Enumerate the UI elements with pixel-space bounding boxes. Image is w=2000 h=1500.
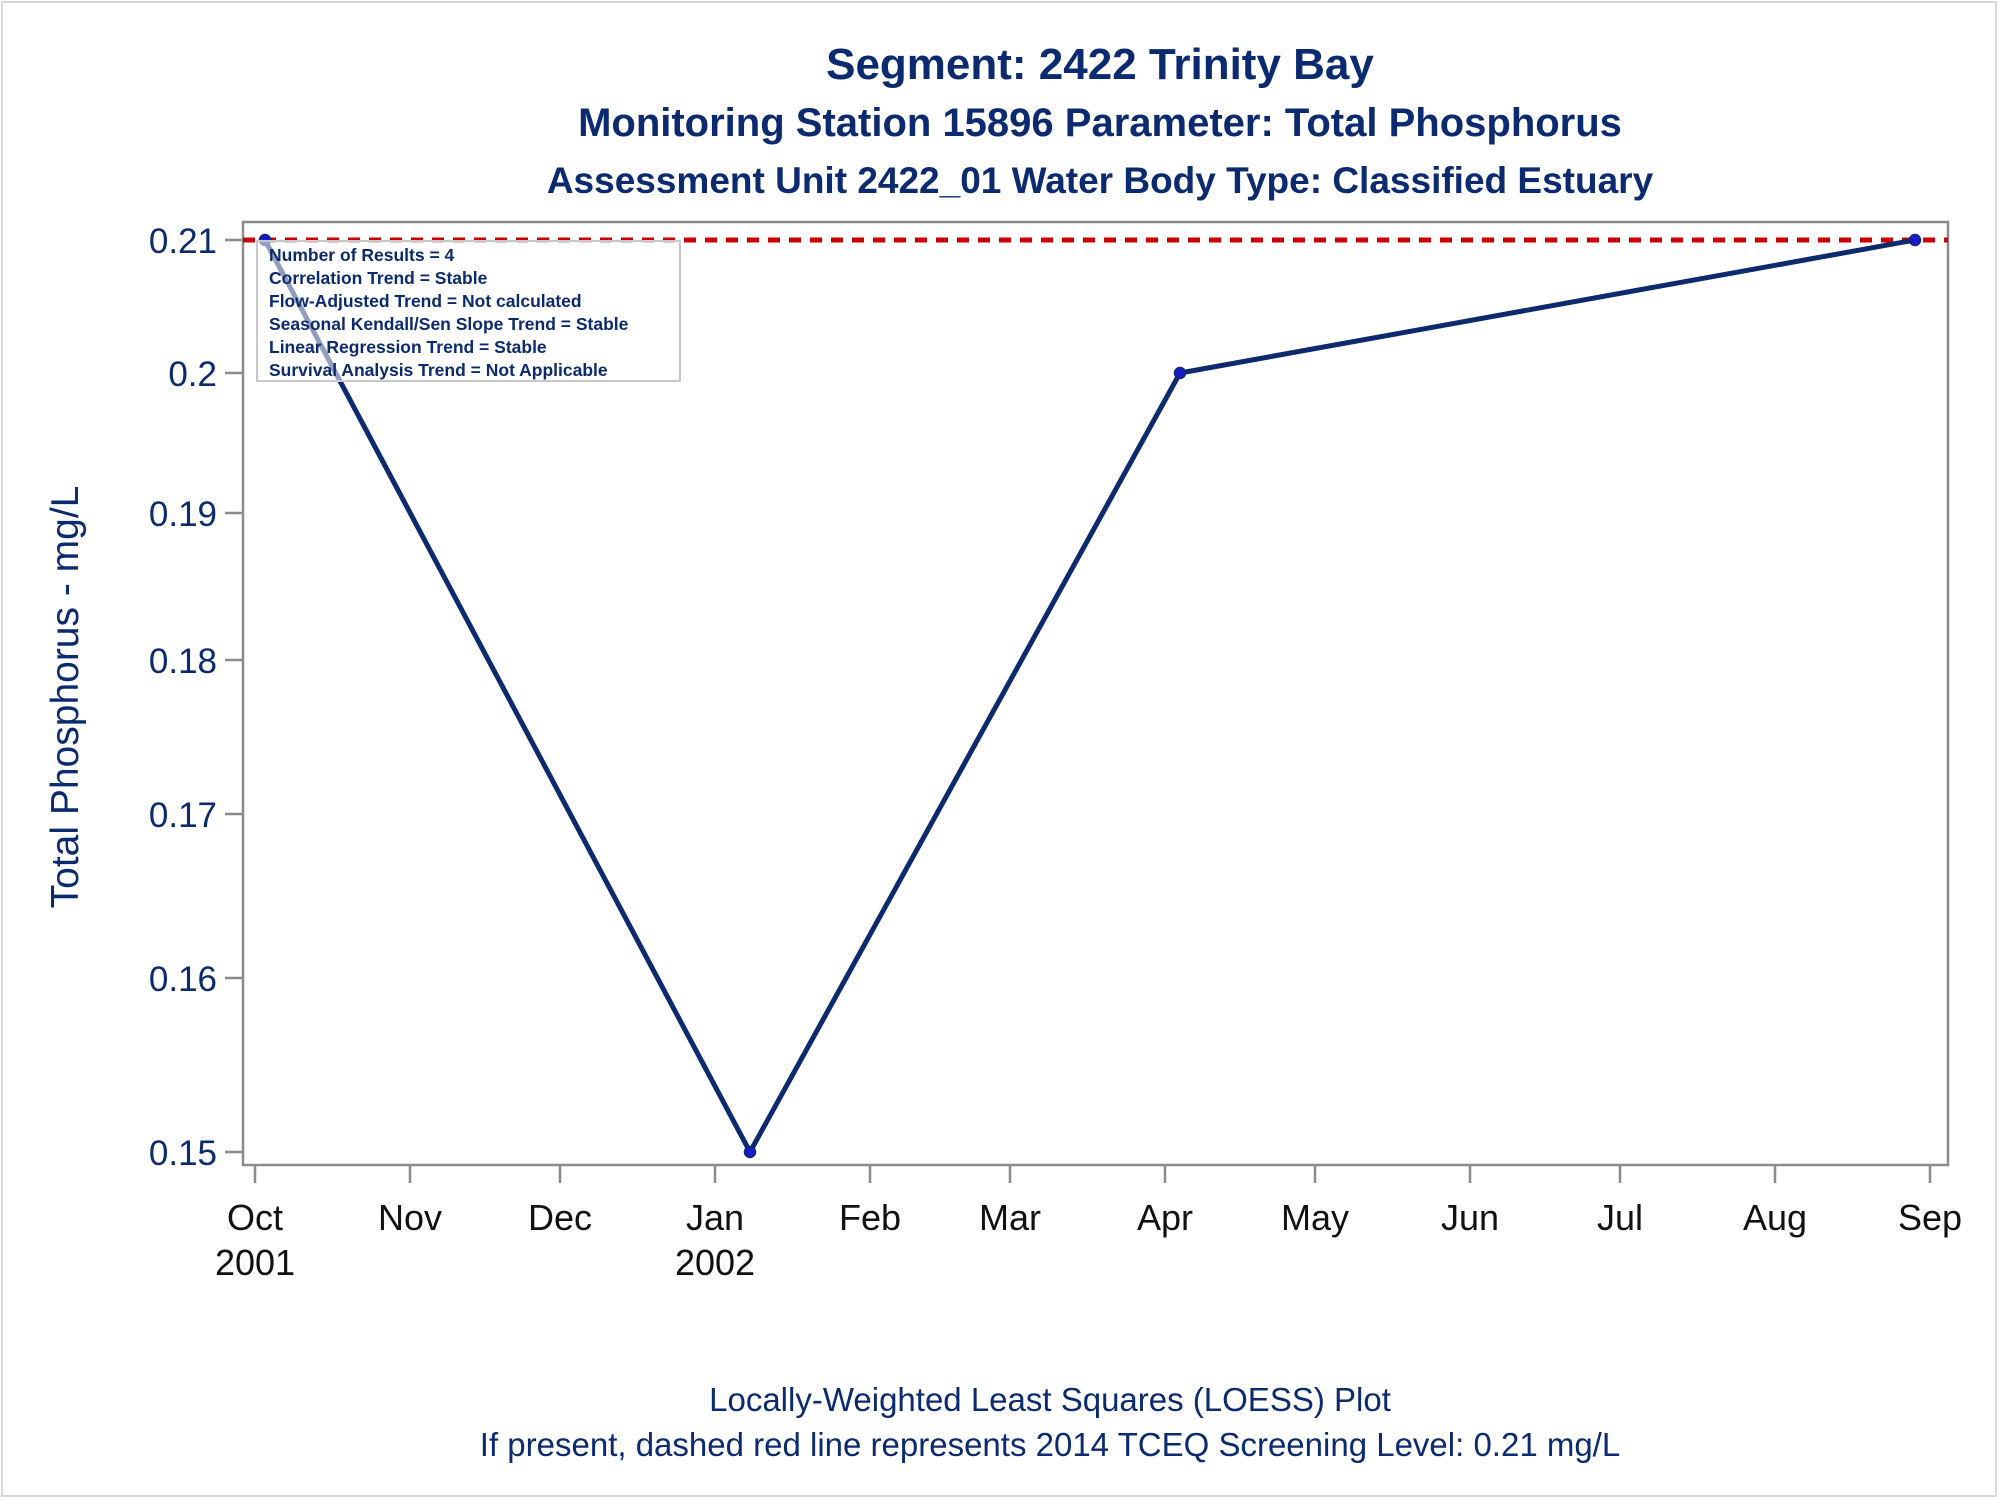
- chart-title: Segment: 2422 Trinity Bay: [826, 40, 1374, 89]
- stats-line: Correlation Trend = Stable: [269, 268, 488, 288]
- x-tick-label: Sep: [1898, 1197, 1962, 1238]
- footnotes: Locally-Weighted Least Squares (LOESS) P…: [200, 1377, 1900, 1467]
- series-line: [262, 237, 1916, 1155]
- y-tick-label: 0.17: [149, 796, 217, 835]
- x-tick-label: Mar: [979, 1197, 1041, 1238]
- y-tick-label: 0.18: [149, 642, 217, 681]
- data-point: [1173, 366, 1187, 380]
- plot-area: [241, 220, 1950, 1167]
- y-tick-label: 0.15: [149, 1134, 217, 1173]
- footnote-method: Locally-Weighted Least Squares (LOESS) P…: [709, 1381, 1391, 1418]
- footnote-screening: If present, dashed red line represents 2…: [479, 1426, 1621, 1463]
- chart-subtitle-2: Assessment Unit 2422_01 Water Body Type:…: [546, 160, 1654, 201]
- stats-box: [256, 240, 681, 382]
- y-tick-label: 0.16: [149, 960, 217, 999]
- x-tick-label: Aug: [1743, 1197, 1807, 1238]
- x-tick-label: Jul: [1597, 1197, 1643, 1238]
- x-tick-label: Nov: [378, 1197, 442, 1238]
- stats-line: Seasonal Kendall/Sen Slope Trend = Stabl…: [269, 314, 629, 334]
- y-tick-label: 0.2: [168, 355, 217, 394]
- x-tick-label: May: [1281, 1197, 1349, 1238]
- x-tick-year-label: 2002: [675, 1242, 755, 1283]
- x-tick-label: Oct: [227, 1197, 283, 1238]
- chart-subtitle: Monitoring Station 15896 Parameter: Tota…: [578, 101, 1622, 145]
- y-tick-label: 0.21: [149, 222, 217, 261]
- stats-line: Survival Analysis Trend = Not Applicable: [269, 360, 608, 380]
- x-tick-year-label: 2001: [215, 1242, 295, 1283]
- data-point: [743, 1145, 757, 1159]
- x-tick-label: Jun: [1441, 1197, 1499, 1238]
- x-tick-label: Jan: [686, 1197, 744, 1238]
- stats-line: Number of Results = 4: [269, 245, 455, 265]
- stats-line: Linear Regression Trend = Stable: [269, 337, 547, 357]
- y-axis-label: Total Phosphorus - mg/L: [44, 486, 87, 909]
- y-tick-label: 0.19: [149, 495, 217, 534]
- x-tick-label: Dec: [528, 1197, 592, 1238]
- title-block: Segment: 2422 Trinity Bay Monitoring Sta…: [280, 36, 1920, 210]
- x-tick-label: Apr: [1137, 1197, 1193, 1238]
- data-point: [1908, 233, 1922, 247]
- stats-line: Flow-Adjusted Trend = Not calculated: [269, 291, 582, 311]
- x-tick-label: Feb: [839, 1197, 901, 1238]
